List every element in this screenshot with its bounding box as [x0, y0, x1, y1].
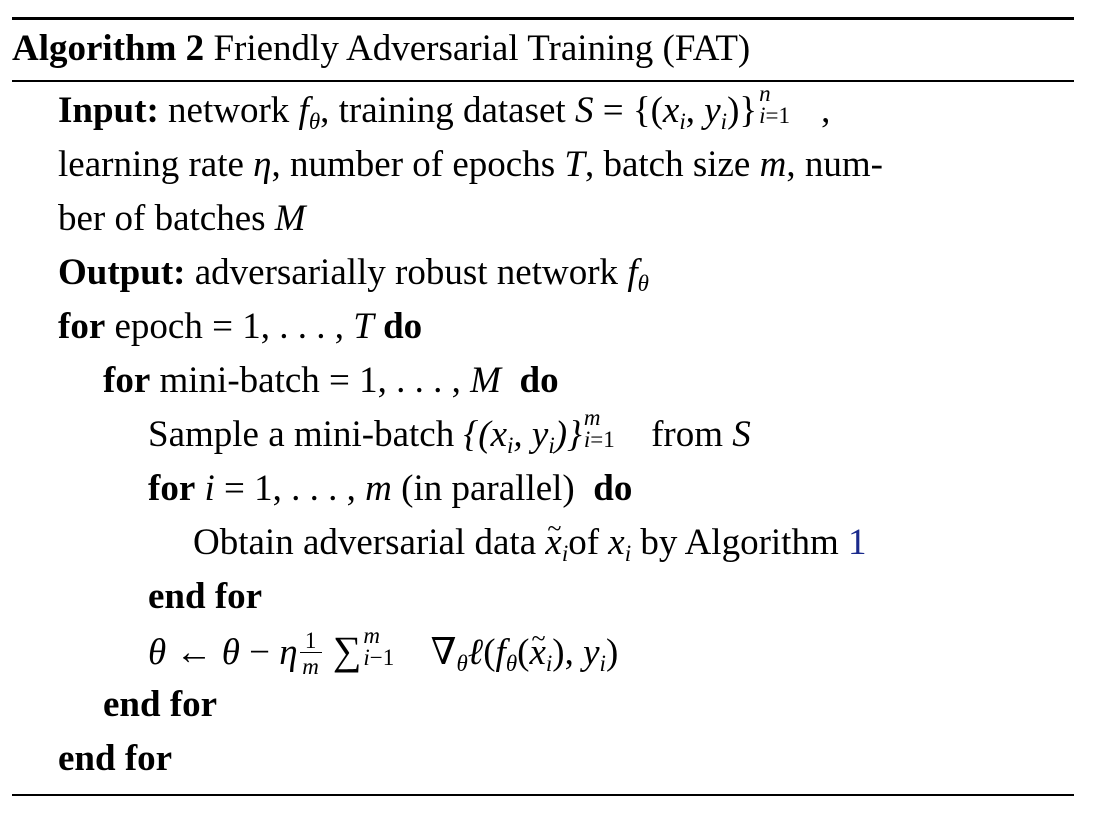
input-network-text: network	[168, 90, 290, 131]
for-keyword: for	[148, 468, 196, 509]
in-parallel-text: (in parallel)	[401, 468, 575, 509]
for-i-line: for i = 1, . . . , m (in parallel) do	[148, 468, 633, 509]
bottom-rule	[12, 794, 1074, 796]
for-keyword: for	[103, 360, 151, 401]
top-rule	[12, 17, 1074, 20]
obtain-text: Obtain adversarial data	[193, 522, 537, 563]
end-for-middle: end for	[103, 684, 218, 725]
end-for-outer: end for	[58, 738, 173, 779]
network-symbol: fθ	[298, 90, 321, 134]
from-text: from	[651, 414, 724, 455]
for-epoch-line: for epoch = 1, . . . , T do	[58, 306, 423, 347]
for-minibatch-line: for mini-batch = 1, . . . , M do	[103, 360, 559, 401]
update-formula: θ ← θ − η1m ∑mi−1 ∇θℓ(fθ(xi), yi)	[148, 612, 618, 681]
for-keyword: for	[58, 306, 106, 347]
input-dataset-text: , training dataset	[320, 90, 566, 131]
do-keyword: do	[383, 306, 423, 347]
output-keyword: Output:	[58, 252, 186, 293]
input-keyword: Input:	[58, 90, 159, 131]
input-line-3: ber of batches M	[58, 198, 306, 239]
input-line-1: Input: network fθ, training dataset S = …	[58, 81, 831, 138]
of-text: of	[568, 522, 600, 563]
obtain-line: Obtain adversarial data xiof xi by Algor…	[193, 502, 867, 570]
sample-text: Sample a mini-batch	[148, 414, 455, 455]
do-keyword: do	[593, 468, 633, 509]
do-keyword: do	[519, 360, 559, 401]
by-algorithm-text: by Algorithm	[640, 522, 839, 563]
dataset-formula: S = {(xi, yi)} n i=1,	[574, 81, 831, 134]
algorithm-title: Algorithm 2 Friendly Adversarial Trainin…	[12, 22, 750, 76]
header-rule	[12, 80, 1074, 82]
algorithm-label: Algorithm 2	[12, 28, 205, 69]
output-line: Output: adversarially robust network fθ	[58, 252, 649, 296]
end-for-inner: end for	[148, 576, 263, 617]
algorithm-reference-link[interactable]: 1	[847, 522, 867, 563]
input-line-2: learning rate η, number of epochs T, bat…	[58, 144, 883, 185]
sample-line: Sample a mini-batch {(xi, yi)} m i=1 from …	[148, 405, 751, 458]
algorithm-name: Friendly Adversarial Training (FAT)	[213, 28, 751, 69]
